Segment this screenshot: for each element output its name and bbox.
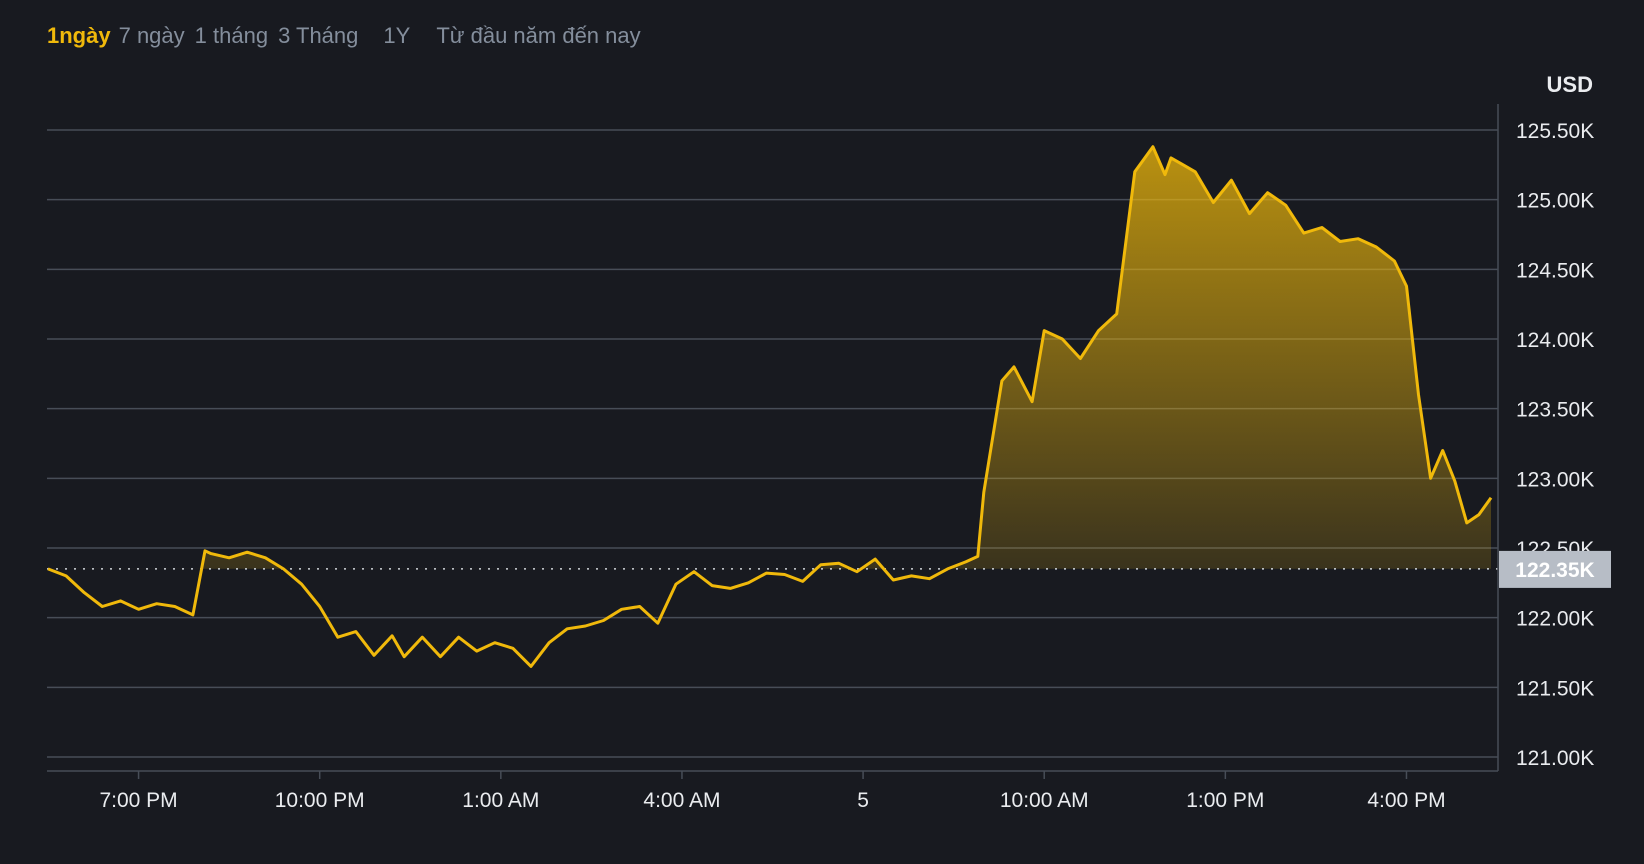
y-tick-label: 123.50K — [1516, 399, 1594, 422]
x-axis-labels: 7:00 PM 10:00 PM 1:00 AM 4:00 AM 5 10:00 AM 1:… — [99, 771, 1446, 812]
price-series-line — [47, 145, 1493, 668]
y-tick-label: 124.00K — [1516, 329, 1594, 352]
y-tick-label: 124.50K — [1516, 259, 1594, 282]
x-tick-label: 4:00 AM — [643, 789, 720, 812]
x-tick-label: 5 — [857, 789, 869, 812]
currency-label: USD — [1546, 72, 1593, 97]
tab-ytd[interactable]: Từ đầu năm đến nay — [436, 23, 641, 48]
area-above-open — [48, 146, 1491, 569]
tab-3-months[interactable]: 3 Tháng — [278, 23, 359, 48]
y-tick-label: 123.00K — [1516, 468, 1594, 491]
y-axis-labels: 121.00K121.50K122.00K122.50K123.00K123.5… — [1516, 120, 1594, 770]
tab-1-year[interactable]: 1Y — [383, 23, 411, 48]
current-price-label: 122.35K — [1515, 559, 1594, 582]
y-tick-label: 122.00K — [1516, 608, 1594, 631]
current-price-tag — [1499, 550, 1611, 588]
y-tick-label: 125.50K — [1516, 120, 1594, 143]
area-fill — [47, 146, 1498, 570]
y-tick-label: 121.00K — [1516, 747, 1594, 770]
x-tick-label: 1:00 PM — [1186, 789, 1264, 812]
tab-7-days[interactable]: 7 ngày — [118, 23, 185, 48]
tab-1-month[interactable]: 1 tháng — [194, 23, 269, 48]
y-tick-label: 121.50K — [1516, 677, 1594, 700]
tab-1-day[interactable]: 1ngày — [47, 23, 111, 48]
timeframe-tabs: 1ngày 7 ngày 1 tháng 3 Tháng 1Y Từ đầu n… — [47, 18, 641, 54]
x-tick-label: 7:00 PM — [99, 789, 177, 812]
axes — [47, 104, 1499, 772]
x-tick-label: 10:00 PM — [275, 789, 365, 812]
price-line — [47, 145, 1493, 668]
x-tick-label: 10:00 AM — [1000, 789, 1089, 812]
x-tick-label: 1:00 AM — [462, 789, 539, 812]
current-price-marker: 122.35K — [1499, 550, 1611, 588]
x-tick-label: 4:00 PM — [1367, 789, 1445, 812]
y-tick-label: 125.00K — [1516, 190, 1594, 213]
